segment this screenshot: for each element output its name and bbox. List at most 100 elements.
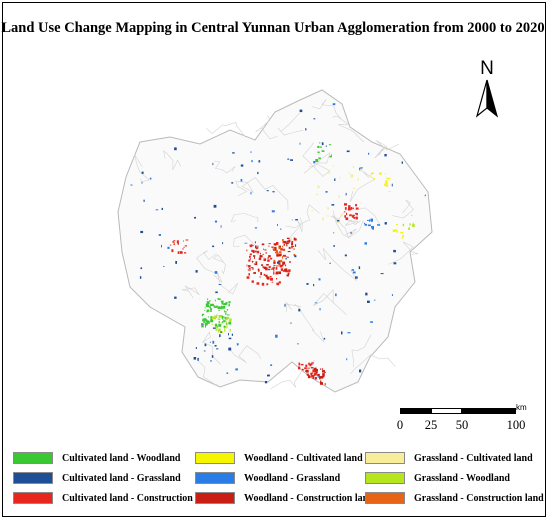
change-patch [305,128,307,131]
change-patch [211,316,214,319]
change-patch [290,159,293,161]
change-patch [260,252,261,255]
legend-label: Woodland - Grassland [244,472,341,484]
change-patch [373,178,375,180]
change-patch [249,255,251,258]
change-patch [228,319,230,322]
change-patch [225,312,227,315]
change-patch [212,327,216,329]
district-boundary [330,207,381,227]
change-patch [348,172,350,175]
change-patch [317,151,320,154]
change-patch [391,294,393,296]
district-boundary [311,99,342,120]
scale-tick-50: 50 [455,418,469,432]
change-patch [373,299,376,301]
change-patch [206,309,210,312]
change-patch [246,264,248,267]
change-patch [313,370,316,372]
change-patch [319,308,321,311]
legend-item: Woodland - Construction land [195,489,374,507]
change-patch [340,214,343,217]
change-patch [209,306,211,309]
legend-label: Woodland - Cultivated land [244,452,363,464]
change-patch [282,239,284,241]
change-patch [275,250,278,253]
district-boundary [285,204,320,229]
change-patch [293,237,296,241]
change-patch [250,151,252,153]
change-patch [315,159,319,162]
change-patch [299,109,303,113]
change-patch [140,230,144,234]
scale-tick-25: 25 [424,418,438,432]
change-patch [268,245,270,247]
district-boundary [332,115,365,143]
change-patch [286,244,288,247]
change-patch [259,276,261,278]
change-patch [359,168,361,172]
change-patch [260,272,262,276]
change-patch [284,303,286,307]
change-patch [197,357,199,361]
change-patch [352,214,355,216]
legend-label: Grassland - Woodland [414,472,510,484]
legend-item: Grassland - Construction land [365,489,544,507]
change-patch [293,253,296,256]
change-patch [412,224,415,227]
change-patch [402,223,405,227]
change-patch [207,298,209,301]
change-patch [218,315,222,318]
change-patch [279,251,282,254]
change-patch [357,178,359,181]
change-patch [344,254,347,257]
district-boundary [303,152,331,174]
change-patch [214,326,217,328]
change-patch [257,171,259,175]
change-patch [210,303,213,307]
change-patch [253,255,256,257]
change-patch [214,299,216,302]
district-boundary [230,213,259,223]
change-patch [254,264,258,266]
change-patch [254,227,258,229]
change-patch [262,265,264,268]
change-patch [298,366,301,370]
change-patch [224,317,227,320]
scale-unit: km [516,403,527,412]
change-patch [203,350,206,352]
legend-label: Grassland - Construction land [414,492,544,504]
change-patch [333,232,335,234]
change-patch [263,266,267,269]
change-patch [325,145,327,147]
change-patch [220,306,223,310]
change-patch [322,217,324,221]
change-patch [280,259,283,263]
change-patch [206,304,209,307]
change-patch [278,281,281,284]
change-patch [270,257,273,260]
change-patch [283,243,285,246]
change-patch [275,248,277,250]
change-patch [167,246,170,249]
change-patch [257,268,260,271]
change-patch [360,167,363,169]
change-patch [396,230,399,233]
change-patch [315,193,319,195]
change-patch [201,314,204,317]
change-patch [323,337,326,340]
change-patch [289,261,291,263]
change-patch [224,311,227,313]
change-patch [282,261,286,265]
change-patch [254,250,257,253]
change-patch [280,268,284,271]
change-patch [329,155,332,158]
change-patch [288,239,291,243]
change-patch [226,372,229,374]
change-patch [355,276,358,279]
change-patch [267,259,270,262]
change-patch [220,300,224,303]
change-patch [393,262,397,265]
change-patch [273,265,276,266]
change-patch [400,231,404,234]
